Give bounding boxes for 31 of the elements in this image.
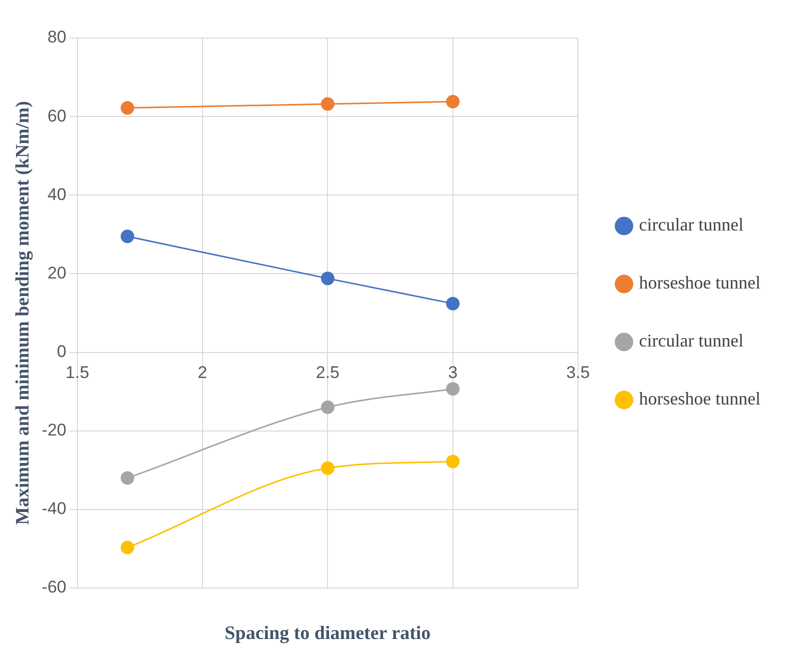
point <box>120 540 134 554</box>
point <box>446 454 460 468</box>
y-tick-label: 40 <box>47 184 66 204</box>
y-tick-label: 80 <box>47 28 66 47</box>
legend-label: horseshoe tunnel <box>639 272 760 293</box>
point <box>120 230 134 244</box>
x-tick-label: 2 <box>198 363 208 382</box>
point <box>120 471 134 485</box>
point <box>320 97 334 111</box>
x-tick-label: 1.5 <box>66 363 90 382</box>
point <box>320 272 334 286</box>
x-tick-label: 2.5 <box>316 363 340 382</box>
point <box>446 296 460 310</box>
legend-label: circular tunnel <box>639 330 744 351</box>
y-tick-label: 0 <box>56 342 66 361</box>
legend-label: circular tunnel <box>639 214 744 235</box>
y-tick-label: -20 <box>42 420 66 440</box>
x-tick-label: 3.5 <box>566 363 590 382</box>
y-tick-label: 20 <box>47 263 66 282</box>
point <box>446 382 460 396</box>
x-tick-label: 3 <box>448 363 458 382</box>
y-tick-label: -40 <box>42 499 66 518</box>
x-axis-title: Spacing to diameter ratio <box>224 622 431 644</box>
point <box>120 101 134 115</box>
point <box>320 400 334 414</box>
point <box>320 461 334 475</box>
legend-label: horseshoe tunnel <box>639 388 760 409</box>
y-tick-label: -60 <box>42 578 66 597</box>
y-tick-label: 60 <box>47 106 66 126</box>
point <box>446 94 460 108</box>
y-axis-title: Maximum and minimum bending moment (kNm/m) <box>12 101 34 525</box>
